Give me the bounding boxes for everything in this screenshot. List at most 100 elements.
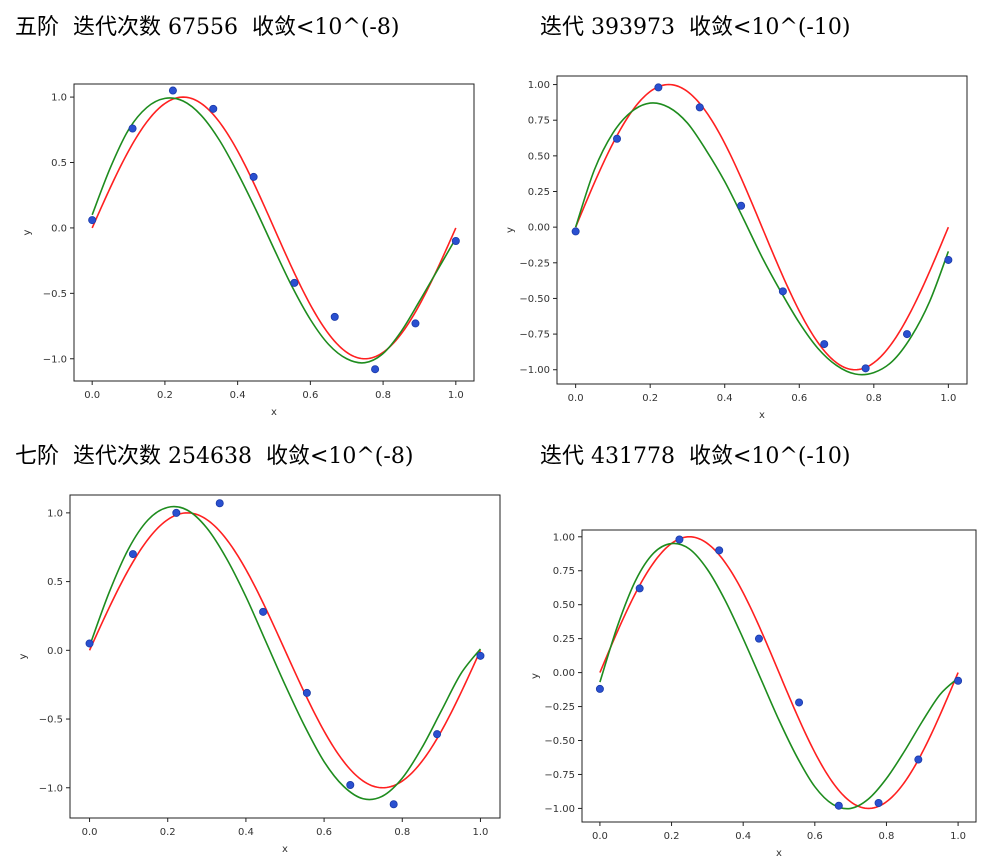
chart-3-data-point xyxy=(675,535,684,544)
chart-0-data-point xyxy=(411,319,420,328)
chart-0-data-point xyxy=(128,124,137,133)
chart-0-data-point xyxy=(88,216,97,225)
chart-0-xtick-label: 0.4 xyxy=(230,390,246,401)
chart-2-ytick-label: −0.5 xyxy=(39,715,63,726)
chart-3-ylabel: y xyxy=(530,673,541,679)
chart-2-xtick-label: 0.4 xyxy=(238,827,254,838)
chart-1-fit-curve xyxy=(574,102,950,376)
chart-3-data-point xyxy=(954,676,963,685)
chart-2-xtick-label: 0.2 xyxy=(160,827,176,838)
chart-3-ytick-label: 0.75 xyxy=(553,566,575,577)
chart-2-xlabel: x xyxy=(282,844,288,855)
chart-3-data-point xyxy=(874,798,883,807)
chart-1-data-point xyxy=(695,103,704,112)
chart-3-data-point xyxy=(715,546,724,555)
chart-0-ytick-label: 1.0 xyxy=(51,93,67,104)
chart-2-data-point xyxy=(128,550,137,559)
chart-0-xtick-label: 1.0 xyxy=(448,390,464,401)
chart-2-xtick-label: 0.6 xyxy=(316,827,332,838)
chart-2-data-point xyxy=(215,499,224,508)
chart-1-true-curve xyxy=(574,83,950,371)
chart-1-ytick-label: 0.00 xyxy=(528,223,550,234)
chart-1-xtick-label: 0.4 xyxy=(717,393,733,404)
chart-1-ytick-label: 0.25 xyxy=(528,187,550,198)
chart-3-ytick-label: −0.75 xyxy=(544,770,575,781)
chart-0-data-point xyxy=(451,237,460,246)
chart-2-xtick-label: 0.0 xyxy=(82,827,98,838)
chart-0-xtick-label: 0.2 xyxy=(157,390,173,401)
chart-3-data-point xyxy=(914,755,923,764)
chart-1-ytick-label: −0.75 xyxy=(519,330,550,341)
chart-1-ytick-label: −0.50 xyxy=(519,294,550,305)
chart-3-ytick-label: −0.50 xyxy=(544,736,575,747)
chart-0-ytick-label: 0.0 xyxy=(51,223,67,234)
chart-2-ylabel: y xyxy=(18,653,29,659)
chart-3-ytick-label: 0.50 xyxy=(553,600,575,611)
chart-0-true-curve xyxy=(91,96,457,360)
chart-0-ytick-label: −1.0 xyxy=(43,354,67,365)
chart-0-data-point xyxy=(249,172,258,181)
chart-2-data-point xyxy=(389,800,398,809)
chart-2-data-point xyxy=(85,639,94,648)
chart-2-ytick-label: 0.0 xyxy=(47,646,63,657)
chart-1-ytick-label: 0.50 xyxy=(528,151,550,162)
chart-0-fit-curve xyxy=(91,97,457,364)
chart-3-ytick-label: 0.00 xyxy=(553,668,575,679)
chart-3-data-point xyxy=(635,584,644,593)
chart-2-xtick-label: 1.0 xyxy=(473,827,489,838)
chart-1-data-point xyxy=(571,227,580,236)
chart-1-ylabel: y xyxy=(505,227,516,233)
caption-top-right: 迭代 393973 收敛<10^(-10) xyxy=(540,15,851,40)
chart-2-ytick-label: −1.0 xyxy=(39,783,63,794)
chart-1-data-point xyxy=(778,287,787,296)
chart-3-true-curve xyxy=(599,535,959,810)
chart-0-xlabel: x xyxy=(271,407,277,418)
caption-bottom-left: 七阶 迭代次数 254638 收敛<10^(-8) xyxy=(15,444,414,469)
chart-0-data-point xyxy=(168,86,177,95)
chart-2-data-point xyxy=(259,607,268,616)
chart-3-data-point xyxy=(834,801,843,810)
chart-3-data-point xyxy=(595,684,604,693)
chart-1-xlabel: x xyxy=(759,410,765,421)
chart-1-ytick-label: 1.00 xyxy=(528,80,550,91)
chart-1-data-point xyxy=(820,340,829,349)
chart-2-true-curve xyxy=(88,512,482,789)
chart-1-xtick-label: 1.0 xyxy=(940,393,956,404)
chart-2-data-point xyxy=(172,508,181,517)
chart-0-data-point xyxy=(209,104,218,113)
chart-3-frame xyxy=(581,529,977,823)
chart-3-ytick-label: −1.00 xyxy=(544,804,575,815)
chart-1-ytick-label: −0.25 xyxy=(519,258,550,269)
chart-1-xtick-label: 0.0 xyxy=(568,393,584,404)
chart-0-xtick-label: 0.6 xyxy=(302,390,318,401)
chart-1-data-point xyxy=(944,255,953,264)
chart-1-xtick-label: 0.2 xyxy=(642,393,658,404)
chart-0-ytick-label: 0.5 xyxy=(51,158,67,169)
chart-3-xtick-label: 0.8 xyxy=(879,831,895,842)
chart-0-ylabel: y xyxy=(22,229,33,235)
caption-top-left: 五阶 迭代次数 67556 收敛<10^(-8) xyxy=(15,15,400,40)
chart-1-ytick-label: 0.75 xyxy=(528,116,550,127)
chart-1-data-point xyxy=(613,134,622,143)
chart-1-data-point xyxy=(902,330,911,339)
chart-1-ytick-label: −1.00 xyxy=(519,365,550,376)
chart-3-xtick-label: 0.4 xyxy=(735,831,751,842)
chart-2-frame xyxy=(69,494,501,819)
chart-1-xtick-label: 0.8 xyxy=(866,393,882,404)
chart-2-data-point xyxy=(302,688,311,697)
chart-3-xtick-label: 0.0 xyxy=(592,831,608,842)
chart-3-xlabel: x xyxy=(776,848,782,859)
chart-1-data-point xyxy=(737,201,746,210)
chart-0-frame xyxy=(73,83,475,382)
chart-2-ytick-label: 1.0 xyxy=(47,508,63,519)
chart-3-ytick-label: 1.00 xyxy=(553,532,575,543)
chart-1-data-point xyxy=(861,364,870,373)
chart-0-data-point xyxy=(371,365,380,374)
chart-2-fit-curve xyxy=(88,505,482,801)
chart-3-ytick-label: 0.25 xyxy=(553,634,575,645)
chart-3-data-point xyxy=(795,698,804,707)
